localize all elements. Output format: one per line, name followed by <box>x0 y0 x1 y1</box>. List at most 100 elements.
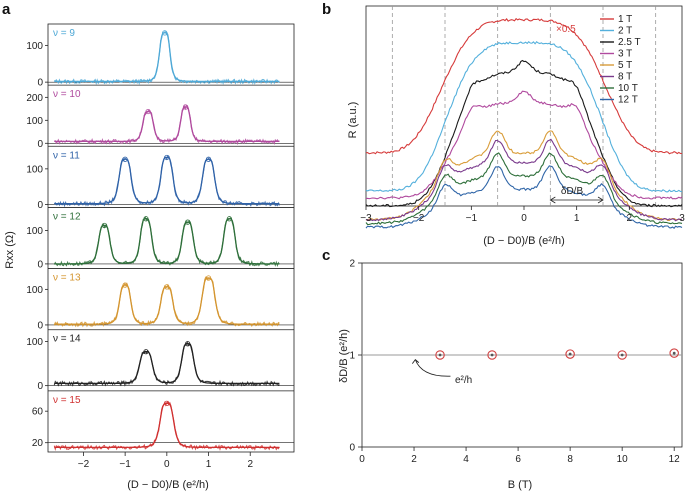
y-tick-label: 100 <box>26 164 43 175</box>
bracket-arrow-right <box>597 196 604 204</box>
data-point <box>487 350 497 360</box>
series-data-line <box>53 341 280 387</box>
panel-a-ylabel: Rxx (Ω) <box>4 231 16 269</box>
legend-entry: 2.5 T <box>618 37 641 48</box>
legend-entry: 12 T <box>618 95 638 106</box>
series-label: ν = 15 <box>53 395 81 406</box>
series-line <box>365 40 683 193</box>
data-point <box>617 350 627 360</box>
x-tick-label: −2 <box>78 459 90 470</box>
panel-letter-c: c <box>322 247 330 264</box>
data-point <box>435 350 445 360</box>
peak-marker <box>164 400 170 406</box>
x-tick-label: 6 <box>515 454 521 465</box>
panel-b-ylabel: R (a.u.) <box>347 102 359 139</box>
x-tick-label: 10 <box>617 454 629 465</box>
peak-marker <box>185 219 191 225</box>
series-fit-line <box>54 156 280 205</box>
peak-marker <box>143 349 149 355</box>
x-tick-label: 4 <box>463 454 469 465</box>
annotation-arrowhead <box>411 358 420 364</box>
data-point <box>565 349 575 359</box>
x-tick-label: 1 <box>206 459 212 470</box>
y-tick-label: 100 <box>26 226 43 237</box>
x-tick-label: −2 <box>413 213 425 224</box>
annotation-arrow <box>414 359 451 377</box>
panel-b-scale-note: ×0.5 <box>556 24 576 35</box>
series-label: ν = 13 <box>53 273 81 284</box>
series-fit-line <box>54 32 280 83</box>
x-tick-label: 8 <box>567 454 573 465</box>
y-tick-label: 0 <box>37 259 43 270</box>
peak-marker <box>182 104 189 110</box>
y-tick-label: 0 <box>37 139 43 150</box>
legend-entry: 2 T <box>618 26 632 37</box>
series-fit-line <box>54 106 280 143</box>
legend-entry: 3 T <box>618 49 632 60</box>
series-fit-line <box>54 218 280 265</box>
peak-marker <box>185 341 191 347</box>
series-label: ν = 12 <box>53 211 81 222</box>
panel-a-xlabel: (D − D0)/B (e²/h) <box>127 479 209 491</box>
x-tick-label: −1 <box>119 459 131 470</box>
x-tick-label: 3 <box>679 213 685 224</box>
panel-letter-b: b <box>322 1 331 18</box>
data-point-center <box>438 353 442 357</box>
data-point-center <box>568 352 572 356</box>
panel-b-frame <box>365 5 683 207</box>
series-label: ν = 14 <box>53 334 81 345</box>
series-data-line <box>53 400 280 451</box>
x-tick-label: 0 <box>521 213 527 224</box>
panel-letter-a: a <box>2 1 11 18</box>
series-line <box>365 59 683 208</box>
series-line <box>365 130 683 222</box>
series-data-line <box>53 154 280 208</box>
legend-entry: 8 T <box>618 72 632 83</box>
y-tick-label: 2 <box>349 259 355 270</box>
peak-marker <box>101 222 107 229</box>
y-tick-label: 20 <box>32 438 44 449</box>
x-tick-label: 0 <box>164 459 170 470</box>
series-data-line <box>53 216 280 268</box>
x-tick-label: 12 <box>669 454 681 465</box>
y-tick-label: 0 <box>37 200 43 211</box>
panel-c-xlabel: B (T) <box>508 479 532 491</box>
peak-marker <box>145 108 151 115</box>
y-tick-label: 60 <box>32 407 44 418</box>
data-point-center <box>490 353 494 357</box>
series-label: ν = 9 <box>53 28 75 39</box>
peak-marker <box>122 156 128 162</box>
series-line <box>365 90 683 200</box>
peak-marker <box>205 156 212 162</box>
peak-marker <box>205 275 212 281</box>
series-fit-line <box>54 402 280 449</box>
data-point-center <box>672 351 676 355</box>
y-tick-label: 0 <box>349 443 355 454</box>
x-tick-label: 0 <box>359 454 365 465</box>
legend-entry: 5 T <box>618 60 632 71</box>
y-tick-label: 0 <box>37 381 43 392</box>
series-fit-line <box>54 277 280 325</box>
y-tick-label: 0 <box>37 320 43 331</box>
x-tick-label: −1 <box>466 213 478 224</box>
y-tick-label: 1 <box>349 351 355 362</box>
y-tick-label: 100 <box>26 337 43 348</box>
x-tick-label: 2 <box>247 459 253 470</box>
series-line <box>365 17 682 155</box>
legend-entry: 1 T <box>618 14 632 25</box>
peak-marker <box>143 216 149 222</box>
panel-b-xlabel: (D − D0)/B (e²/h) <box>483 235 565 247</box>
series-data-line <box>54 31 280 86</box>
y-tick-label: 100 <box>26 116 43 127</box>
peak-marker <box>226 216 232 222</box>
data-point <box>669 348 679 358</box>
series-line <box>365 152 683 226</box>
legend-entry: 10 T <box>618 83 638 94</box>
y-tick-label: 100 <box>26 285 43 296</box>
peak-marker <box>122 282 128 288</box>
x-tick-label: 2 <box>411 454 417 465</box>
peak-marker <box>162 30 168 36</box>
